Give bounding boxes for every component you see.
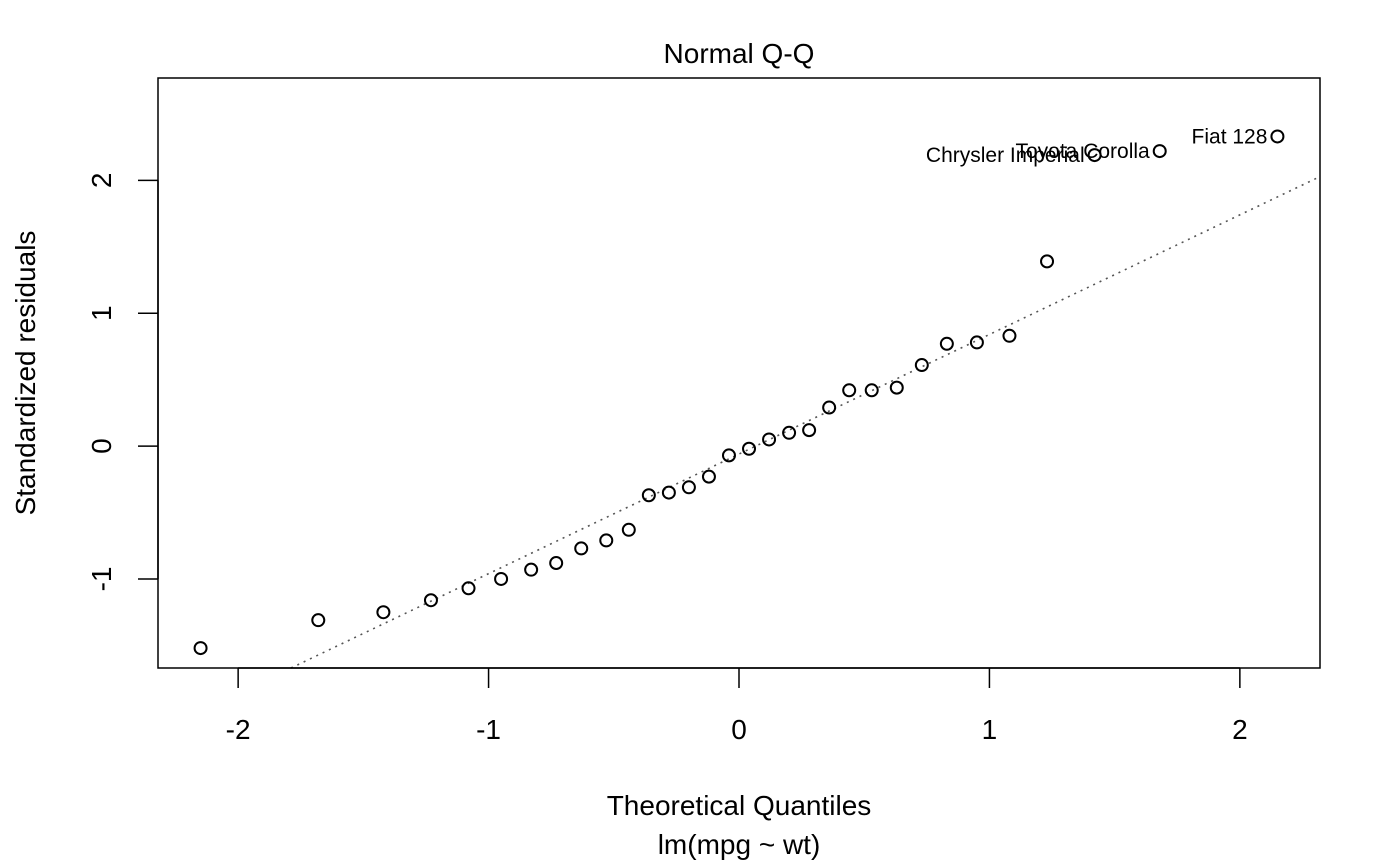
- y-tick-label: 0: [86, 438, 117, 454]
- data-point: [549, 556, 564, 571]
- y-tick-label: -1: [86, 567, 117, 592]
- data-point: [914, 358, 929, 373]
- plot-frame: [157, 77, 1321, 669]
- chart-title: Normal Q-Q: [664, 38, 815, 69]
- data-point: [842, 383, 857, 398]
- points-layer: [193, 129, 1285, 656]
- x-axis-label: Theoretical Quantiles: [607, 790, 872, 821]
- data-point: [494, 571, 509, 586]
- data-point: [574, 541, 589, 556]
- y-tick-label: 2: [86, 173, 117, 189]
- x-tick-label: -1: [476, 714, 501, 745]
- data-point: [423, 593, 438, 608]
- data-point: [742, 441, 757, 456]
- x-tick-label: 0: [731, 714, 747, 745]
- point-label: Fiat 128: [1192, 125, 1268, 148]
- x-axis: -2 -1 0 1 2: [226, 667, 1248, 745]
- x-tick-label: -2: [226, 714, 251, 745]
- reference-line-layer: [290, 175, 1321, 669]
- data-point: [1002, 328, 1017, 343]
- data-point: [461, 581, 476, 596]
- data-point: [762, 432, 777, 447]
- data-point: [939, 336, 954, 351]
- point-label: Chrysler Imperial: [926, 144, 1085, 167]
- data-point: [889, 380, 904, 395]
- chart-subtitle: lm(mpg ~ wt): [658, 829, 821, 860]
- data-point: [524, 562, 539, 577]
- data-point: [599, 533, 614, 548]
- y-tick-label: 1: [86, 305, 117, 321]
- y-axis: -1 0 1 2: [86, 173, 159, 592]
- x-tick-label: 2: [1232, 714, 1248, 745]
- data-point: [661, 485, 676, 500]
- data-point: [864, 383, 879, 398]
- data-point: [311, 613, 326, 628]
- y-axis-label: Standardized residuals: [10, 231, 41, 516]
- data-point: [1040, 254, 1055, 269]
- point-label: Toyota Corolla: [1015, 140, 1150, 163]
- data-point: [621, 522, 636, 537]
- data-point: [782, 425, 797, 440]
- reference-line: [290, 175, 1321, 669]
- data-point: [681, 480, 696, 495]
- data-point: [1087, 148, 1102, 163]
- data-point: [1270, 129, 1285, 144]
- x-tick-label: 1: [982, 714, 998, 745]
- data-point: [822, 400, 837, 415]
- data-point: [1152, 144, 1167, 159]
- data-point: [721, 448, 736, 463]
- data-point: [802, 423, 817, 438]
- data-point: [969, 335, 984, 350]
- data-point: [376, 605, 391, 620]
- data-point: [701, 469, 716, 484]
- data-point: [641, 488, 656, 503]
- data-point: [193, 641, 208, 656]
